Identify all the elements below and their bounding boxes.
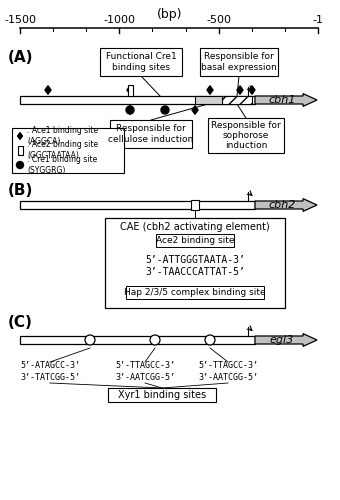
Text: Responsible for
basal expression: Responsible for basal expression <box>201 52 277 72</box>
Bar <box>12 128 124 173</box>
Text: 5’-TTAGCC-3’: 5’-TTAGCC-3’ <box>115 362 175 370</box>
Text: Xyr1 binding sites: Xyr1 binding sites <box>118 390 206 400</box>
Bar <box>20 201 255 209</box>
Circle shape <box>85 335 95 345</box>
Text: cbh1: cbh1 <box>268 95 296 105</box>
Text: 5’-ATTGGGTAATA-3’: 5’-ATTGGGTAATA-3’ <box>145 255 245 265</box>
Text: (B): (B) <box>8 183 33 198</box>
Text: -500: -500 <box>206 15 231 25</box>
Circle shape <box>126 106 134 114</box>
Text: -1500: -1500 <box>4 15 36 25</box>
Bar <box>128 84 133 96</box>
Bar <box>208 118 284 153</box>
Text: : Ace1 binding site
(AGGCA): : Ace1 binding site (AGGCA) <box>27 126 98 146</box>
Text: (bp): (bp) <box>157 8 183 21</box>
FancyArrow shape <box>255 198 317 211</box>
Bar <box>126 286 264 299</box>
Polygon shape <box>207 86 213 94</box>
Polygon shape <box>249 86 255 94</box>
Circle shape <box>150 335 160 345</box>
Bar <box>222 96 252 104</box>
Text: 3’-AATCGG-5’: 3’-AATCGG-5’ <box>198 374 258 382</box>
Bar <box>156 234 234 247</box>
Bar <box>191 200 199 210</box>
FancyArrow shape <box>255 94 317 106</box>
Text: (A): (A) <box>8 50 34 65</box>
Text: CAE (cbh2 activating element): CAE (cbh2 activating element) <box>120 222 270 232</box>
Text: Ace2 binding site: Ace2 binding site <box>156 236 234 245</box>
Text: Responsible for
cellulose induction: Responsible for cellulose induction <box>108 124 193 144</box>
Bar <box>108 388 216 402</box>
Text: Hap 2/3/5 complex binding site: Hap 2/3/5 complex binding site <box>124 288 266 297</box>
Bar <box>20 336 255 344</box>
Circle shape <box>17 162 23 168</box>
Text: -1000: -1000 <box>103 15 135 25</box>
Circle shape <box>161 106 169 114</box>
Bar <box>17 146 22 154</box>
Bar <box>200 48 278 76</box>
Polygon shape <box>18 132 22 140</box>
Text: Responsible for
sophorose
induction: Responsible for sophorose induction <box>211 120 281 150</box>
Bar <box>105 218 285 308</box>
Polygon shape <box>237 86 243 94</box>
Text: : Ace2 binding site
(GGCTAATAA): : Ace2 binding site (GGCTAATAA) <box>27 140 98 160</box>
Text: (C): (C) <box>8 315 33 330</box>
Text: Functional Cre1
binding sites: Functional Cre1 binding sites <box>106 52 176 72</box>
Text: egl3: egl3 <box>270 335 294 345</box>
Text: cbh2: cbh2 <box>268 200 296 210</box>
Polygon shape <box>192 106 198 114</box>
Text: 3’-AATCGG-5’: 3’-AATCGG-5’ <box>115 374 175 382</box>
Polygon shape <box>127 86 133 94</box>
Text: 5’-ATAGCC-3’: 5’-ATAGCC-3’ <box>20 362 80 370</box>
Bar <box>195 96 222 104</box>
FancyArrow shape <box>255 334 317 346</box>
Text: : Cre1 binding site
(SYGGRG): : Cre1 binding site (SYGGRG) <box>27 156 97 174</box>
Bar <box>100 48 182 76</box>
Bar <box>20 96 255 104</box>
Text: 3’-TAACCCATTAT-5’: 3’-TAACCCATTAT-5’ <box>145 267 245 277</box>
Text: 5’-TTAGCC-3’: 5’-TTAGCC-3’ <box>198 362 258 370</box>
Text: -1: -1 <box>312 15 323 25</box>
Circle shape <box>205 335 215 345</box>
Polygon shape <box>45 86 51 94</box>
Text: 3’-TATCGG-5’: 3’-TATCGG-5’ <box>20 374 80 382</box>
Polygon shape <box>127 106 133 114</box>
Bar <box>110 120 192 148</box>
